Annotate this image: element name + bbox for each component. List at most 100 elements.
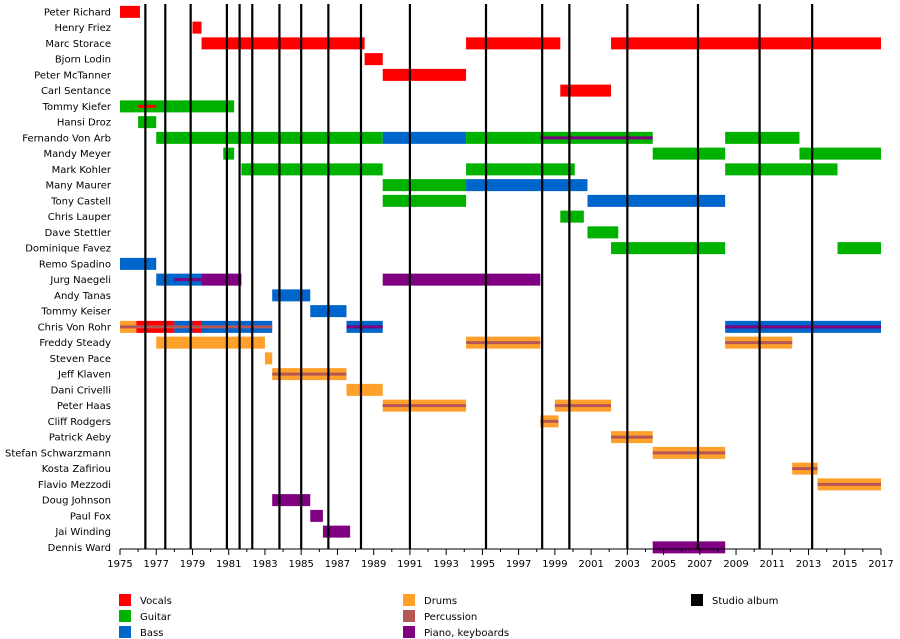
bar-guitar: [466, 163, 575, 176]
member-label: Dominique Favez: [25, 244, 111, 255]
x-tick-label: 2007: [687, 559, 712, 570]
bar-vocals: [382, 68, 467, 81]
legend-swatch-percussion: [403, 610, 415, 622]
legend: Vocals Guitar Bass Drums Percussion Piano, ke…: [119, 594, 778, 639]
bar-guitar: [611, 242, 726, 255]
legend-label-album: Studio album: [712, 596, 778, 607]
bar-vocals: [560, 84, 612, 97]
bar-drums: [346, 383, 383, 396]
x-tick-label: 1989: [361, 559, 386, 570]
legend-swatch-drums: [403, 594, 415, 606]
bar-guitar: [837, 242, 881, 255]
bar-bass: [272, 289, 311, 302]
member-label: Bjorn Lodin: [55, 55, 111, 66]
bar-guitar: [223, 147, 235, 160]
legend-label-keys: Piano, keyboards: [424, 628, 509, 639]
x-tick-label: 2013: [796, 559, 821, 570]
x-tick-label: 1983: [252, 559, 277, 570]
bar-keys: [201, 273, 242, 286]
thin-bar-percussion: [611, 435, 653, 439]
bar-keys: [382, 273, 541, 286]
member-label: Chris Lauper: [48, 212, 112, 223]
thin-bar-keys: [725, 325, 881, 329]
member-label: Mark Kohler: [52, 165, 112, 176]
bar-guitar: [652, 147, 726, 160]
legend-swatch-bass: [119, 626, 131, 638]
bar-vocals: [364, 53, 383, 66]
bar-keys: [652, 541, 726, 554]
bar-guitar: [560, 210, 584, 223]
bar-vocals: [611, 37, 881, 50]
legend-label-guitar: Guitar: [140, 612, 172, 623]
bar-guitar: [382, 194, 467, 207]
legend-label-vocals: Vocals: [140, 596, 172, 607]
bar-guitar: [725, 163, 838, 176]
bar-drums: [156, 336, 265, 349]
member-label: Jai Winding: [54, 527, 111, 538]
member-label: Stefan Schwarzmann: [5, 448, 111, 459]
member-label: Dennis Ward: [48, 543, 111, 554]
bar-guitar: [156, 131, 383, 144]
thin-bar-keys: [540, 136, 653, 140]
member-label: Patrick Aeby: [49, 433, 111, 444]
bar-bass: [120, 257, 157, 270]
member-label: Cliff Rodgers: [48, 417, 111, 428]
legend-swatch-vocals: [119, 594, 131, 606]
member-label: Henry Friez: [54, 23, 111, 34]
bar-keys: [310, 509, 323, 522]
member-label: Many Maurer: [46, 181, 112, 192]
thin-bar-keys: [346, 325, 383, 329]
x-tick-label: 2001: [578, 559, 603, 570]
legend-swatch-guitar: [119, 610, 131, 622]
thin-bar-percussion: [382, 404, 467, 408]
bar-vocals: [466, 37, 561, 50]
member-label: Marc Storace: [45, 39, 111, 50]
x-tick-label: 1999: [542, 559, 567, 570]
thin-bar-percussion: [792, 467, 818, 471]
member-label: Tony Castell: [50, 196, 111, 207]
x-tick-label: 2003: [615, 559, 640, 570]
x-tick-label: 1977: [144, 559, 169, 570]
bar-drums: [264, 352, 273, 365]
thin-bar-percussion: [554, 404, 612, 408]
legend-label-percussion: Percussion: [424, 612, 477, 623]
legend-label-drums: Drums: [424, 596, 457, 607]
thin-bar-keys: [174, 278, 202, 282]
bar-guitar: [241, 163, 383, 176]
member-label: Remo Spadino: [39, 259, 111, 270]
membership-bars: [120, 5, 881, 554]
member-label: Kosta Zafiriou: [42, 464, 111, 475]
thin-bar-percussion: [652, 451, 726, 455]
x-axis: 1975 1977 1979 1981 1983 1985 1987 1989 1991 1993…: [107, 548, 894, 570]
bar-keys: [272, 494, 311, 507]
member-label: Tommy Keiser: [40, 307, 111, 318]
bar-vocals: [192, 21, 202, 34]
x-tick-label: 2017: [868, 559, 893, 570]
x-tick-label: 1993: [433, 559, 458, 570]
legend-label-bass: Bass: [140, 628, 163, 639]
member-label: Peter Haas: [57, 401, 111, 412]
member-label: Andy Tanas: [54, 291, 111, 302]
member-label: Flavio Mezzodi: [38, 480, 111, 491]
x-tick-label: 1979: [180, 559, 205, 570]
member-label: Dave Stettler: [45, 228, 112, 239]
member-label: Fernando Von Arb: [22, 133, 111, 144]
member-label: Jeff Klaven: [57, 370, 111, 381]
member-label: Jurg Naegeli: [49, 275, 111, 286]
bar-guitar: [587, 226, 619, 239]
x-tick-label: 1995: [470, 559, 495, 570]
x-tick-label: 1991: [397, 559, 422, 570]
studio-album-lines: [144, 4, 814, 549]
bar-keys: [322, 525, 351, 538]
member-label: Carl Sentance: [41, 86, 111, 97]
x-tick-label: 1975: [107, 559, 132, 570]
bar-bass: [466, 179, 588, 192]
member-labels: Peter Richard Henry Friez Marc Storace Bjor…: [5, 7, 112, 554]
member-label: Steven Pace: [50, 354, 111, 365]
x-tick-label: 1997: [506, 559, 531, 570]
x-tick-label: 2005: [651, 559, 676, 570]
thin-bar-vocals: [138, 104, 157, 108]
thin-bar-percussion: [817, 482, 881, 486]
legend-swatch-album: [691, 594, 703, 606]
bar-guitar: [799, 147, 881, 160]
